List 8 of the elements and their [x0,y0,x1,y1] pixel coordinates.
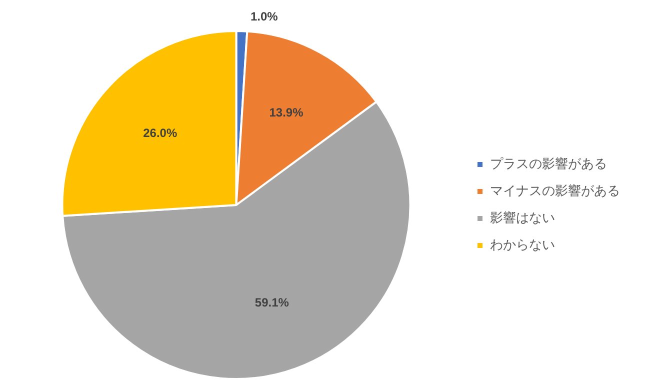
legend-label: マイナスの影響がある [490,184,620,199]
legend-label: プラスの影響がある [490,156,607,172]
data-label: 26.0% [143,126,178,140]
data-label: 59.1% [254,295,290,310]
data-label: 13.9% [269,106,304,120]
legend-label: 影響はない [490,210,555,226]
legend-label: わからない [490,238,555,253]
data-label: 1.0% [250,9,278,24]
